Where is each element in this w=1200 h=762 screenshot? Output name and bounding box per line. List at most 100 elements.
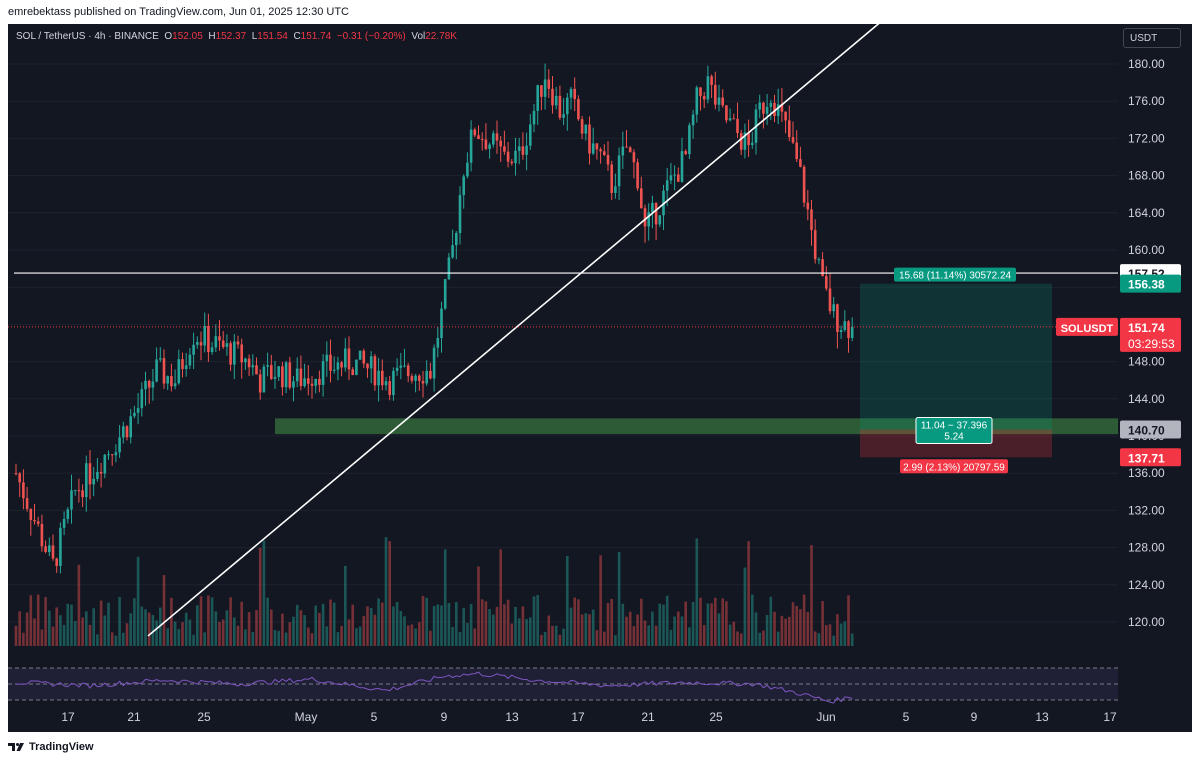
time-tick-label: 17: [1103, 710, 1117, 724]
volume-bar: [236, 625, 240, 646]
candle-body: [292, 381, 295, 388]
volume-bar: [399, 611, 403, 646]
candle-body: [443, 279, 447, 309]
candle-body: [647, 212, 650, 227]
volume-bar: [806, 611, 810, 646]
volume-bar: [270, 609, 273, 646]
volume-bar: [18, 611, 21, 646]
candle-body: [717, 97, 721, 105]
volume-bar: [414, 628, 417, 646]
volume-bar: [366, 606, 369, 646]
candle-body: [18, 473, 21, 483]
candle-body: [699, 87, 702, 97]
volume-bar: [473, 628, 477, 646]
volume-bar: [717, 613, 721, 646]
publisher-line: emrebektass published on TradingView.com…: [8, 6, 349, 18]
price-tick-label: 164.00: [1128, 206, 1165, 220]
tradingview-brand: TradingView: [29, 741, 94, 753]
volume-bar: [702, 624, 706, 646]
volume-label: Vol: [411, 31, 426, 42]
candle-body: [395, 367, 399, 371]
candle-body: [503, 146, 506, 152]
candle-body: [591, 143, 595, 154]
candle-body: [85, 463, 88, 498]
volume-bar: [40, 629, 44, 646]
volume-bar: [188, 619, 192, 646]
price-tick-label: 160.00: [1128, 243, 1165, 257]
currency-button[interactable]: USDT: [1123, 28, 1181, 48]
volume-bar: [381, 602, 384, 646]
symbol-title[interactable]: SOL / TetherUS · 4h · BINANCE: [16, 31, 159, 42]
candle-body: [236, 341, 240, 345]
volume-bar: [310, 633, 314, 646]
volume-bar: [625, 616, 628, 646]
stop-price-badge: 137.71: [1128, 451, 1165, 465]
volume-bar: [418, 622, 421, 646]
candle-body: [144, 380, 147, 390]
low-value: 151.54: [257, 31, 288, 42]
volume-bar: [492, 614, 495, 646]
volume-bar: [521, 606, 525, 646]
time-tick-label: 5: [903, 710, 910, 724]
volume-bar: [22, 632, 25, 646]
entry-price-badge-bg: [1120, 420, 1181, 439]
candle-body: [240, 344, 243, 363]
volume-bar: [721, 598, 724, 646]
volume-bar: [125, 623, 129, 646]
candle-body: [492, 133, 495, 145]
candle-body: [832, 304, 835, 312]
candle-body: [70, 490, 73, 510]
volume-bar: [747, 541, 750, 646]
candle-body: [188, 354, 192, 366]
volume-bar: [103, 615, 107, 646]
candle-body: [66, 509, 70, 519]
chart-canvas[interactable]: 120.00124.00128.00132.00136.00140.00144.…: [8, 24, 1192, 732]
volume-bar: [562, 628, 565, 646]
volume-bar: [506, 599, 510, 646]
center-label-1: 11.04 − 37.396: [921, 420, 988, 431]
candle-body: [281, 366, 284, 388]
volume-bar: [77, 564, 81, 646]
candle-body: [836, 304, 839, 332]
volume-bar: [144, 609, 147, 646]
candle-body: [551, 88, 554, 106]
candle-body: [103, 454, 107, 474]
candle-body: [399, 365, 403, 368]
volume-bar: [569, 607, 573, 646]
volume-bar: [828, 624, 832, 646]
volume-bar: [151, 614, 155, 646]
open-label: O: [164, 31, 173, 42]
candle-body: [710, 76, 713, 86]
candle-body: [196, 342, 199, 345]
time-tick-label: 17: [61, 710, 75, 724]
candle-body: [384, 381, 388, 386]
high-value: 152.37: [215, 31, 247, 42]
candle-body: [817, 259, 821, 261]
candle-body: [273, 376, 277, 379]
candle-body: [110, 454, 114, 456]
candle-body: [802, 166, 806, 203]
chart-panel[interactable]: 120.00124.00128.00132.00136.00140.00144.…: [8, 24, 1192, 732]
candle-body: [88, 463, 92, 485]
volume-bar: [669, 629, 673, 646]
volume-bar: [173, 621, 177, 646]
candle-body: [640, 188, 643, 209]
candle-body: [118, 437, 121, 453]
volume-bar: [162, 575, 166, 646]
volume-bar: [832, 635, 835, 646]
volume-bar: [847, 595, 850, 646]
candle-body: [795, 142, 798, 160]
candle-body: [262, 366, 266, 393]
candle-body: [33, 520, 36, 522]
volume-bar: [288, 622, 292, 646]
candle-body: [295, 368, 299, 382]
candle-body: [218, 336, 221, 341]
candle-body: [307, 378, 310, 384]
volume-bar: [51, 626, 55, 646]
volume-bar: [758, 632, 761, 646]
volume-bar: [362, 616, 366, 646]
candle-body: [506, 151, 510, 162]
volume-bar: [351, 604, 354, 646]
volume-bar: [499, 549, 502, 646]
symbol-legend[interactable]: SOL / TetherUS · 4h · BINANCE O152.05 H1…: [16, 31, 457, 42]
